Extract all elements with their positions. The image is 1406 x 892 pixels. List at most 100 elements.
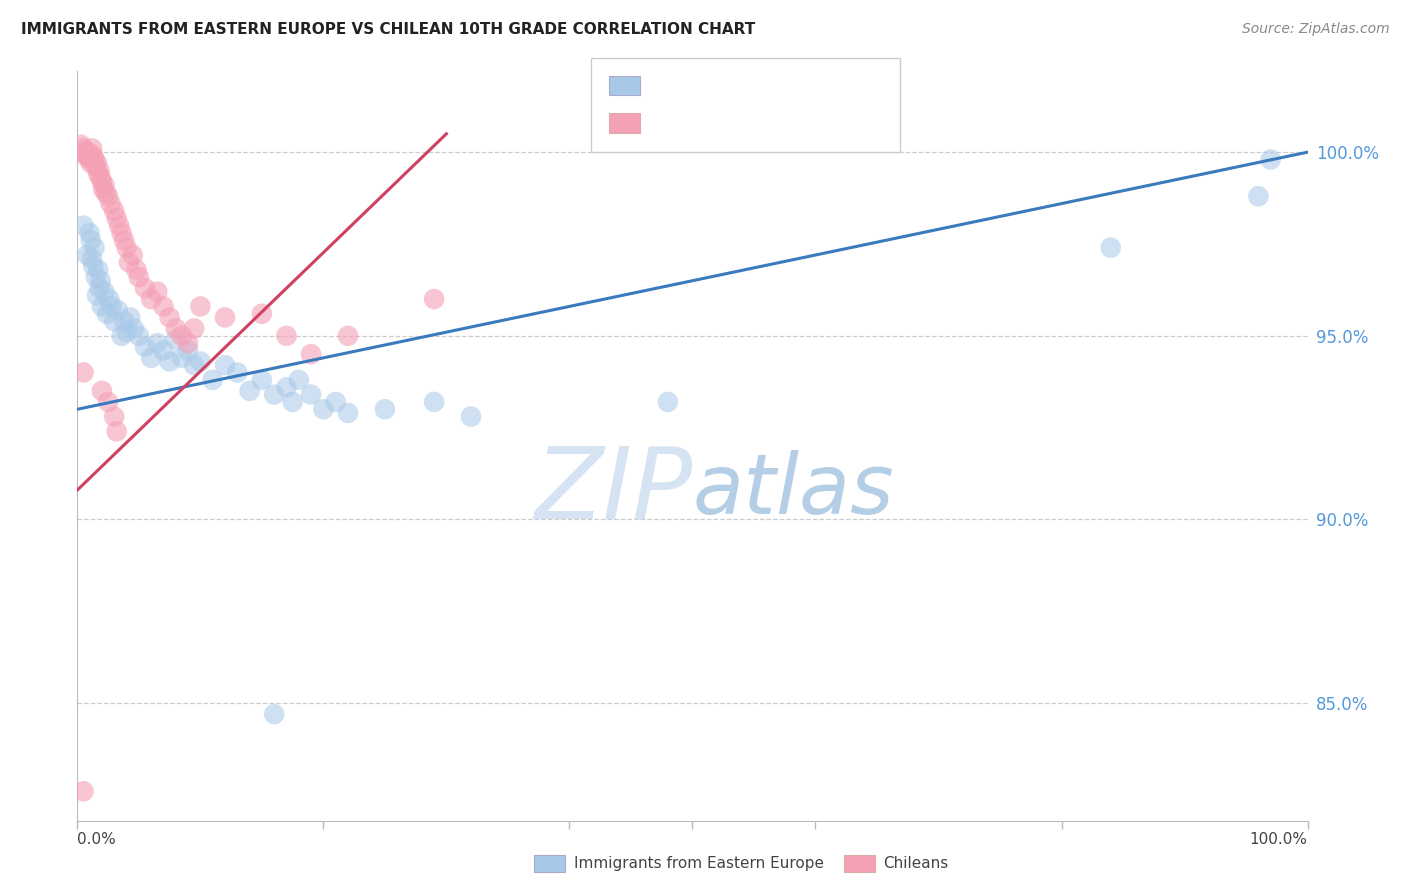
- Point: [146, 285, 169, 299]
- Point: [111, 328, 132, 343]
- Point: [82, 141, 104, 155]
- Text: 100.0%: 100.0%: [1250, 831, 1308, 847]
- Point: [90, 175, 114, 189]
- Point: [72, 141, 94, 155]
- Point: [77, 145, 100, 160]
- Point: [214, 310, 236, 325]
- Point: [80, 156, 103, 170]
- Text: ZIP: ZIP: [534, 442, 693, 540]
- Point: [134, 281, 156, 295]
- Point: [152, 300, 174, 314]
- Point: [79, 153, 101, 167]
- Point: [90, 300, 114, 314]
- Point: [75, 149, 97, 163]
- Point: [76, 248, 98, 262]
- Point: [239, 384, 262, 398]
- Point: [263, 387, 285, 401]
- Point: [86, 288, 108, 302]
- Text: Chileans: Chileans: [883, 856, 948, 871]
- Point: [190, 354, 212, 368]
- Point: [84, 160, 107, 174]
- Point: [183, 321, 205, 335]
- Point: [72, 366, 94, 380]
- Point: [374, 402, 396, 417]
- Point: [118, 255, 141, 269]
- Point: [146, 336, 169, 351]
- Text: R = 0.409  N = 54: R = 0.409 N = 54: [647, 114, 811, 132]
- Point: [101, 300, 124, 314]
- Text: IMMIGRANTS FROM EASTERN EUROPE VS CHILEAN 10TH GRADE CORRELATION CHART: IMMIGRANTS FROM EASTERN EUROPE VS CHILEA…: [21, 22, 755, 37]
- Point: [94, 186, 117, 200]
- Point: [98, 292, 121, 306]
- Point: [183, 358, 205, 372]
- Point: [263, 707, 285, 722]
- Point: [80, 233, 103, 247]
- Point: [112, 314, 135, 328]
- Point: [97, 395, 120, 409]
- Point: [90, 170, 112, 185]
- Text: 0.0%: 0.0%: [77, 831, 117, 847]
- Point: [82, 252, 104, 266]
- Point: [90, 384, 114, 398]
- Point: [97, 189, 120, 203]
- Point: [177, 336, 200, 351]
- Point: [105, 425, 128, 439]
- Point: [152, 343, 174, 358]
- Point: [87, 262, 110, 277]
- Point: [288, 373, 311, 387]
- Point: [112, 233, 135, 247]
- Point: [121, 248, 143, 262]
- Point: [103, 409, 125, 424]
- Point: [82, 259, 104, 273]
- Text: R = 0.395  N = 56: R = 0.395 N = 56: [647, 77, 811, 95]
- Point: [89, 281, 111, 295]
- Point: [250, 307, 273, 321]
- Point: [657, 395, 679, 409]
- Point: [120, 310, 142, 325]
- Point: [96, 307, 118, 321]
- Point: [170, 328, 193, 343]
- Point: [281, 395, 304, 409]
- Point: [128, 270, 150, 285]
- Point: [72, 219, 94, 233]
- Point: [82, 149, 104, 163]
- Point: [165, 333, 187, 347]
- Point: [299, 347, 322, 361]
- Point: [79, 226, 101, 240]
- Point: [83, 153, 105, 167]
- Point: [337, 406, 360, 420]
- Point: [111, 226, 132, 240]
- Point: [159, 310, 181, 325]
- Point: [108, 219, 131, 233]
- Point: [89, 163, 111, 178]
- Point: [93, 178, 115, 193]
- Text: atlas: atlas: [693, 450, 894, 532]
- Point: [105, 211, 128, 226]
- Point: [90, 274, 112, 288]
- Point: [1260, 153, 1282, 167]
- Point: [107, 303, 129, 318]
- Point: [250, 373, 273, 387]
- Point: [103, 314, 125, 328]
- Point: [170, 351, 193, 365]
- Point: [460, 409, 482, 424]
- Point: [70, 137, 93, 152]
- Point: [165, 321, 187, 335]
- Point: [100, 196, 122, 211]
- Point: [84, 270, 107, 285]
- Point: [214, 358, 236, 372]
- Point: [299, 387, 322, 401]
- Point: [190, 300, 212, 314]
- Point: [115, 241, 138, 255]
- Point: [87, 167, 110, 181]
- Point: [141, 351, 163, 365]
- Point: [423, 292, 446, 306]
- Point: [159, 354, 181, 368]
- Point: [312, 402, 335, 417]
- Point: [177, 343, 200, 358]
- Point: [325, 395, 347, 409]
- Text: Immigrants from Eastern Europe: Immigrants from Eastern Europe: [574, 856, 824, 871]
- Point: [103, 203, 125, 218]
- Point: [91, 182, 114, 196]
- Point: [276, 380, 298, 394]
